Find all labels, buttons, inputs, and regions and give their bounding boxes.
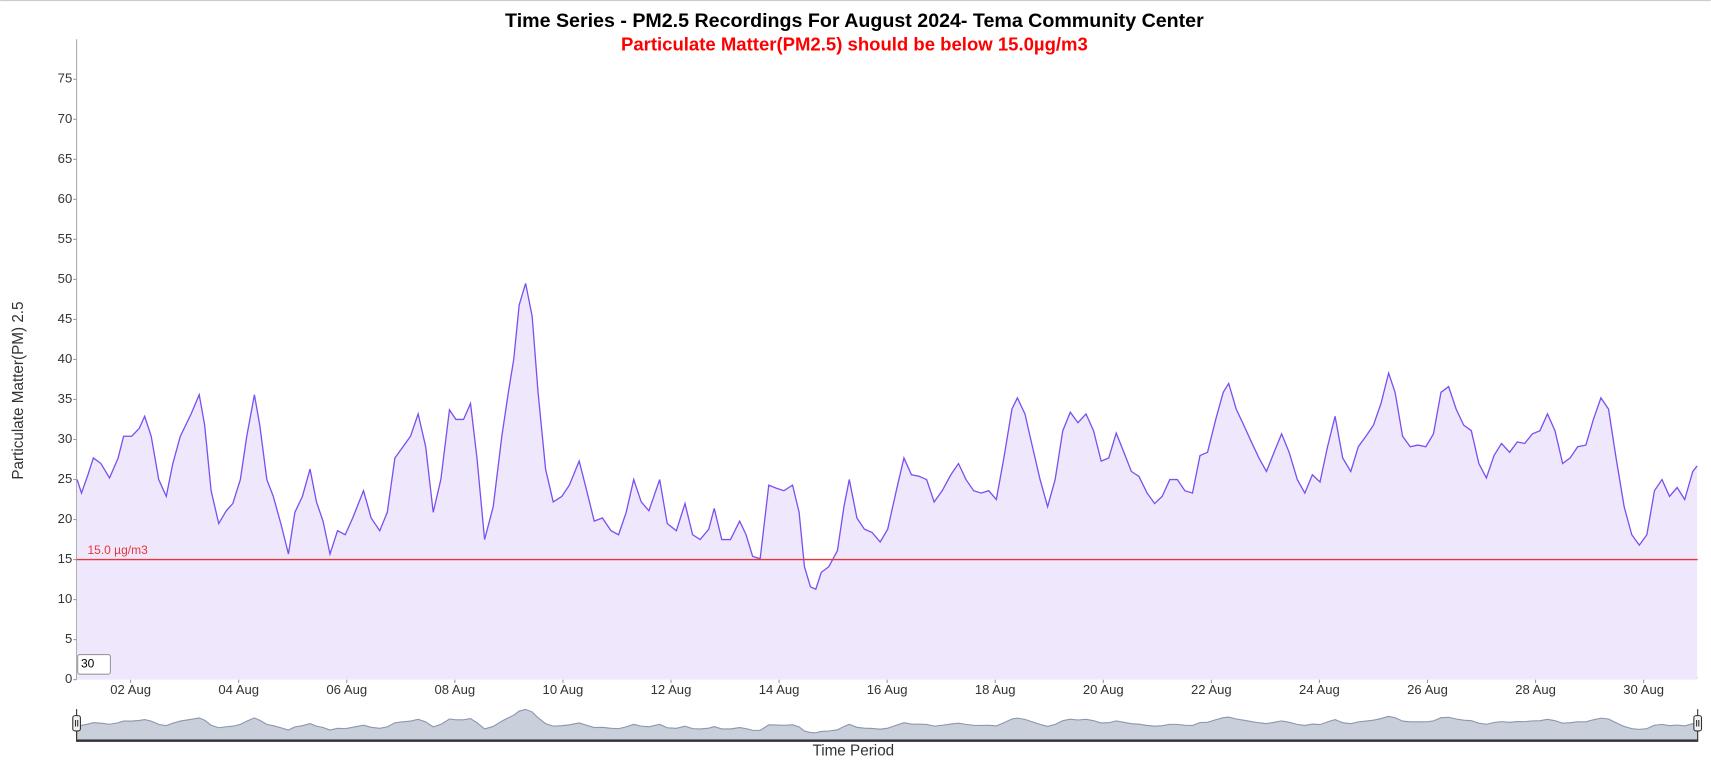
x-tick-label: 20 Aug [1083,682,1124,697]
y-tick-label: 40 [58,351,73,366]
chart-subtitle: Particulate Matter(PM2.5) should be belo… [621,34,1088,55]
x-tick-label: 22 Aug [1191,682,1232,697]
navigator-handle [72,715,81,732]
navigator-area [76,708,1699,741]
y-axis-label: Particulate Matter(PM) 2.5 [10,301,27,479]
area [77,283,1698,680]
x-tick-label: 04 Aug [218,682,259,697]
x-tick-label: 26 Aug [1407,682,1448,697]
x-tick-label: 24 Aug [1299,682,1340,697]
navigator-handle [1693,715,1703,732]
y-tick-label: 70 [58,111,73,126]
x-tick-label: 30 Aug [1623,682,1664,697]
window-input-value: 30 [81,657,95,671]
y-tick-label: 65 [58,151,73,166]
x-axis-label: Time Period [812,743,894,760]
y-tick-label: 60 [58,191,73,206]
x-tick-label: 16 Aug [867,682,908,697]
x-tick-label: 10 Aug [543,682,584,697]
y-tick-label: 25 [58,471,73,486]
x-tick-label: 06 Aug [326,682,367,697]
x-tick-label: 14 Aug [759,682,800,697]
y-tick-label: 30 [58,431,73,446]
y-tick-label: 50 [58,271,73,286]
chart-title: Time Series - PM2.5 Recordings For Augus… [505,10,1204,32]
y-tick-label: 15 [58,551,73,566]
y-tick-label: 75 [58,71,73,86]
line [76,283,1698,591]
x-tick-label: 08 Aug [434,682,475,697]
threshold-label: 15.0 µg/m3 [88,543,149,557]
window-input [77,653,111,675]
x-tick-label: 12 Aug [651,682,692,697]
y-tick-label: 5 [65,631,72,646]
y-tick-label: 35 [58,391,73,406]
y-tick-label: 45 [58,311,73,326]
y-tick-label: 55 [58,231,73,246]
x-tick-label: 18 Aug [975,682,1016,697]
x-tick-label: 28 Aug [1515,682,1556,697]
x-tick-label: 02 Aug [110,682,151,697]
y-tick-label: 20 [58,511,73,526]
y-tick-label: 0 [65,671,72,686]
y-tick-label: 10 [58,591,73,606]
